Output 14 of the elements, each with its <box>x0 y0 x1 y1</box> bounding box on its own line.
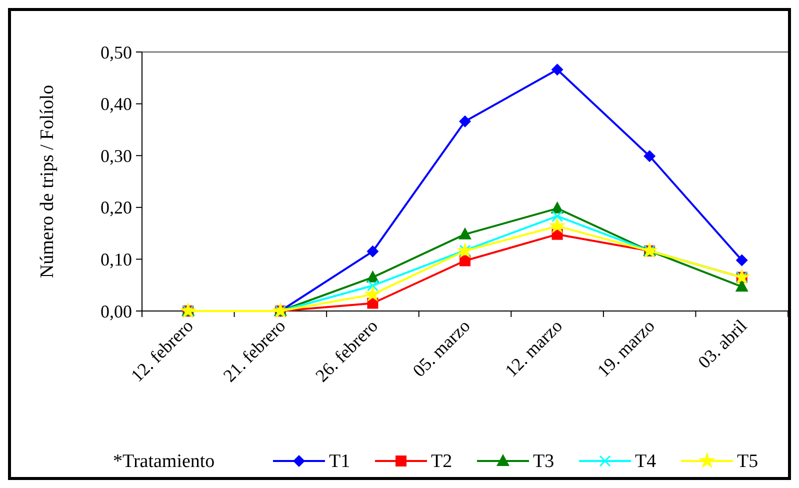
legend-label: T5 <box>737 451 758 472</box>
legend-label: T2 <box>431 451 452 472</box>
legend-label: T1 <box>329 451 350 472</box>
legend-label: T3 <box>533 451 554 472</box>
legend-title: *Tratamiento <box>113 451 215 472</box>
y-tick-label: 0,20 <box>100 198 132 218</box>
legend-label: T4 <box>635 451 657 472</box>
y-tick-label: 0,10 <box>100 250 132 270</box>
y-tick-label: 0,30 <box>100 146 132 166</box>
y-axis-title: Número de trips / Folíolo <box>37 84 58 278</box>
y-tick-label: 0,00 <box>100 301 132 322</box>
x-tick-label: 03. abril <box>694 316 751 372</box>
y-tick-label: 0,40 <box>100 94 132 114</box>
y-tick-label: 0,50 <box>100 42 132 62</box>
